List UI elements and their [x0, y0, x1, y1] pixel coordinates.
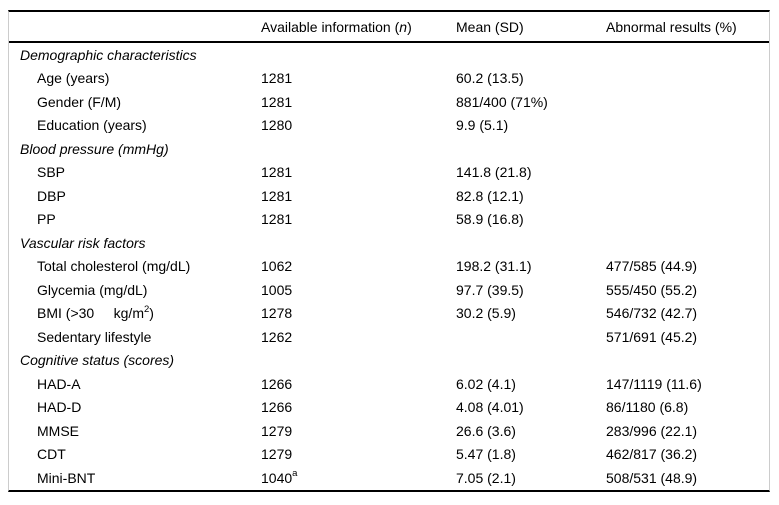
cell-available-n: 1281 — [261, 70, 293, 87]
label-superscript: 2 — [143, 303, 150, 315]
table-row: Total cholesterol (mg/dL) 1062 198.2 (31.1… — [9, 255, 769, 279]
row-label: Glycemia (mg/dL) — [37, 281, 148, 298]
section-label: Vascular risk factors — [20, 234, 146, 251]
cell-mean-sd: 4.08 (4.01) — [456, 399, 524, 416]
table-row: PP 1281 58.9 (16.8) — [9, 208, 769, 232]
cell-mean-sd: 26.6 (3.6) — [456, 422, 516, 439]
cell-available-n: 1281 — [261, 187, 293, 204]
table-row: Glycemia (mg/dL) 1005 97.7 (39.5) 555/450 (… — [9, 278, 769, 302]
cell-mean-sd: 9.9 (5.1) — [456, 117, 509, 134]
table-header-row: Available information (n) Mean (SD) Abno… — [9, 12, 769, 43]
table-row: SBP 1281 141.8 (21.8) — [9, 161, 769, 185]
table-row: Gender (F/M) 1281 881/400 (71%) — [9, 90, 769, 114]
header-available-information: Available information (n) — [261, 20, 456, 34]
cell-mean-sd: 5.47 (1.8) — [456, 446, 516, 463]
cell-mean-sd: 141.8 (21.8) — [456, 164, 532, 181]
cell-mean-sd: 97.7 (39.5) — [456, 281, 524, 298]
cell-abnormal-results: 147/1119 (11.6) — [606, 375, 702, 392]
row-label: HAD-A — [37, 375, 81, 392]
row-label: Sedentary lifestyle — [37, 328, 152, 345]
table-body: Demographic characteristics Age (years) 12… — [9, 43, 769, 490]
header-abnormal-results: Abnormal results (%) — [606, 18, 737, 35]
cell-abnormal-results: 477/585 (44.9) — [606, 258, 698, 275]
header-available-n-italic: n — [399, 18, 408, 35]
section-row: Demographic characteristics — [9, 43, 769, 67]
cell-mean-sd: 60.2 (13.5) — [456, 70, 524, 87]
header-available-pre: Available information ( — [261, 18, 400, 35]
section-label: Demographic characteristics — [20, 46, 197, 63]
table-row: HAD-D 1266 4.08 (4.01) 86/1180 (6.8) — [9, 396, 769, 420]
section-row: Blood pressure (mmHg) — [9, 137, 769, 161]
row-label: Gender (F/M) — [37, 93, 122, 110]
header-available-post: ) — [407, 18, 412, 35]
header-mean-sd: Mean (SD) — [456, 18, 524, 35]
table-row: MMSE 1279 26.6 (3.6) 283/996 (22.1) — [9, 419, 769, 443]
cell-available-n: 1266 — [261, 399, 293, 416]
table-row: HAD-A 1266 6.02 (4.1) 147/1119 (11.6) — [9, 372, 769, 396]
cell-abnormal-results: 508/531 (48.9) — [606, 469, 698, 486]
cell-available-n: 1281 — [261, 93, 293, 110]
row-label: SBP — [37, 164, 66, 181]
cell-mean-sd: 881/400 (71%) — [456, 93, 548, 110]
row-label: PP — [37, 211, 56, 228]
row-label: CDT — [37, 446, 66, 463]
cell-available-n: 1279 — [261, 446, 293, 463]
section-row: Cognitive status (scores) — [9, 349, 769, 373]
row-label: BMI (>30 kg/m2) — [37, 303, 154, 322]
cell-mean-sd: 58.9 (16.8) — [456, 211, 524, 228]
cell-available-n: 1262 — [261, 328, 293, 345]
row-label: MMSE — [37, 422, 79, 439]
row-label: Education (years) — [37, 117, 147, 134]
table-row: Mini-BNT 1040a 7.05 (2.1) 508/531 (48.9) — [9, 466, 769, 490]
cell-available-n: 1040a — [261, 468, 298, 486]
cell-abnormal-results: 571/691 (45.2) — [606, 328, 698, 345]
cell-abnormal-results: 86/1180 (6.8) — [606, 399, 689, 416]
row-label: Total cholesterol (mg/dL) — [37, 258, 191, 275]
cell-mean-sd: 82.8 (12.1) — [456, 187, 524, 204]
row-label: Mini-BNT — [37, 469, 96, 486]
cell-available-n: 1266 — [261, 375, 293, 392]
cell-available-n: 1278 — [261, 305, 293, 322]
row-label: HAD-D — [37, 399, 82, 416]
cell-abnormal-results: 555/450 (55.2) — [606, 281, 698, 298]
cell-available-n: 1062 — [261, 258, 293, 275]
table-row: DBP 1281 82.8 (12.1) — [9, 184, 769, 208]
section-row: Vascular risk factors — [9, 231, 769, 255]
cell-mean-sd: 7.05 (2.1) — [456, 469, 516, 486]
table-row: Age (years) 1281 60.2 (13.5) — [9, 67, 769, 91]
cell-mean-sd: 198.2 (31.1) — [456, 258, 532, 275]
section-label: Blood pressure (mmHg) — [20, 140, 169, 157]
cell-available-n: 1281 — [261, 164, 293, 181]
n-superscript: a — [292, 468, 298, 480]
table-row: Sedentary lifestyle 1262 571/691 (45.2) — [9, 325, 769, 349]
cell-abnormal-results: 283/996 (22.1) — [606, 422, 698, 439]
cell-mean-sd: 30.2 (5.9) — [456, 305, 516, 322]
cell-available-n: 1280 — [261, 117, 293, 134]
cell-available-n: 1005 — [261, 281, 293, 298]
cell-abnormal-results: 546/732 (42.7) — [606, 305, 698, 322]
table-row: Education (years) 1280 9.9 (5.1) — [9, 114, 769, 138]
row-label: Age (years) — [37, 70, 110, 87]
table-row: BMI (>30 kg/m2) 1278 30.2 (5.9) 546/732 (42… — [9, 302, 769, 326]
table-row: CDT 1279 5.47 (1.8) 462/817 (36.2) — [9, 443, 769, 467]
section-label: Cognitive status (scores) — [20, 352, 175, 369]
cell-available-n: 1281 — [261, 211, 293, 228]
statistics-table: Available information (n) Mean (SD) Abno… — [8, 10, 770, 492]
cell-abnormal-results: 462/817 (36.2) — [606, 446, 698, 463]
cell-available-n: 1279 — [261, 422, 293, 439]
row-label: DBP — [37, 187, 66, 204]
cell-mean-sd: 6.02 (4.1) — [456, 375, 516, 392]
